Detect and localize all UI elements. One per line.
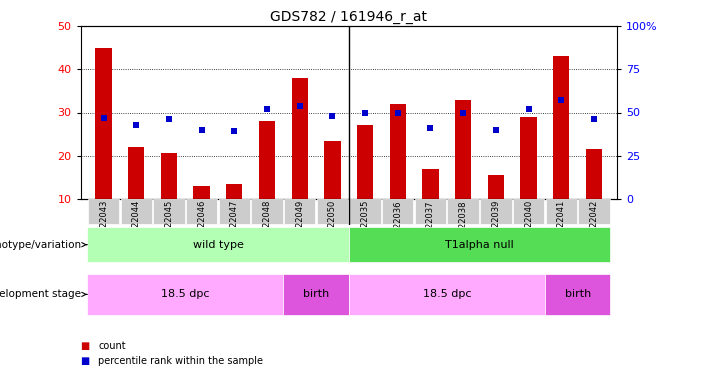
Text: GSM22040: GSM22040	[524, 200, 533, 245]
FancyBboxPatch shape	[578, 199, 610, 225]
Text: GSM22045: GSM22045	[165, 200, 173, 245]
FancyBboxPatch shape	[251, 199, 283, 225]
Text: wild type: wild type	[193, 240, 243, 250]
Text: GSM22042: GSM22042	[590, 200, 599, 245]
Text: GSM22046: GSM22046	[197, 200, 206, 246]
Text: GSM22050: GSM22050	[328, 200, 337, 245]
Text: GSM22048: GSM22048	[262, 200, 271, 246]
FancyBboxPatch shape	[88, 199, 119, 225]
FancyBboxPatch shape	[283, 274, 349, 315]
Text: GSM22039: GSM22039	[491, 200, 501, 246]
Text: GSM22044: GSM22044	[132, 200, 141, 245]
FancyBboxPatch shape	[349, 199, 381, 225]
FancyBboxPatch shape	[284, 199, 315, 225]
Text: genotype/variation: genotype/variation	[0, 240, 87, 250]
FancyBboxPatch shape	[349, 227, 611, 262]
Text: 18.5 dpc: 18.5 dpc	[161, 290, 210, 299]
FancyBboxPatch shape	[480, 199, 512, 225]
FancyBboxPatch shape	[186, 199, 217, 225]
Bar	[488, 175, 504, 199]
Text: count: count	[98, 340, 125, 351]
Bar	[259, 121, 275, 199]
Bar	[325, 141, 341, 199]
Text: ■: ■	[81, 340, 90, 351]
Text: birth: birth	[303, 290, 329, 299]
Text: 18.5 dpc: 18.5 dpc	[423, 290, 471, 299]
Text: development stage: development stage	[0, 290, 87, 299]
Bar	[226, 184, 243, 199]
Text: GSM22043: GSM22043	[99, 200, 108, 246]
Text: T1alpha null: T1alpha null	[445, 240, 514, 250]
Bar	[455, 100, 471, 199]
Bar	[292, 78, 308, 199]
FancyBboxPatch shape	[447, 199, 479, 225]
Bar	[193, 186, 210, 199]
Bar	[390, 104, 406, 199]
Bar	[95, 48, 111, 199]
Title: GDS782 / 161946_r_at: GDS782 / 161946_r_at	[271, 10, 427, 24]
Text: GSM22047: GSM22047	[230, 200, 239, 246]
Text: GSM22049: GSM22049	[295, 200, 304, 245]
Text: GSM22035: GSM22035	[360, 200, 369, 246]
FancyBboxPatch shape	[349, 274, 545, 315]
Text: GSM22038: GSM22038	[458, 200, 468, 246]
Text: birth: birth	[564, 290, 591, 299]
FancyBboxPatch shape	[219, 199, 250, 225]
FancyBboxPatch shape	[87, 227, 349, 262]
Bar	[520, 117, 537, 199]
FancyBboxPatch shape	[121, 199, 152, 225]
FancyBboxPatch shape	[317, 199, 348, 225]
Bar	[161, 153, 177, 199]
Text: ■: ■	[81, 356, 90, 366]
Text: GSM22037: GSM22037	[426, 200, 435, 246]
FancyBboxPatch shape	[87, 274, 283, 315]
FancyBboxPatch shape	[545, 274, 611, 315]
Bar	[422, 169, 439, 199]
Bar	[553, 57, 569, 199]
FancyBboxPatch shape	[545, 199, 577, 225]
Text: percentile rank within the sample: percentile rank within the sample	[98, 356, 263, 366]
FancyBboxPatch shape	[513, 199, 544, 225]
Text: GSM22036: GSM22036	[393, 200, 402, 246]
FancyBboxPatch shape	[154, 199, 184, 225]
Bar	[357, 125, 373, 199]
FancyBboxPatch shape	[382, 199, 414, 225]
Bar	[128, 147, 144, 199]
FancyBboxPatch shape	[415, 199, 447, 225]
Text: GSM22041: GSM22041	[557, 200, 566, 245]
Bar	[586, 149, 602, 199]
